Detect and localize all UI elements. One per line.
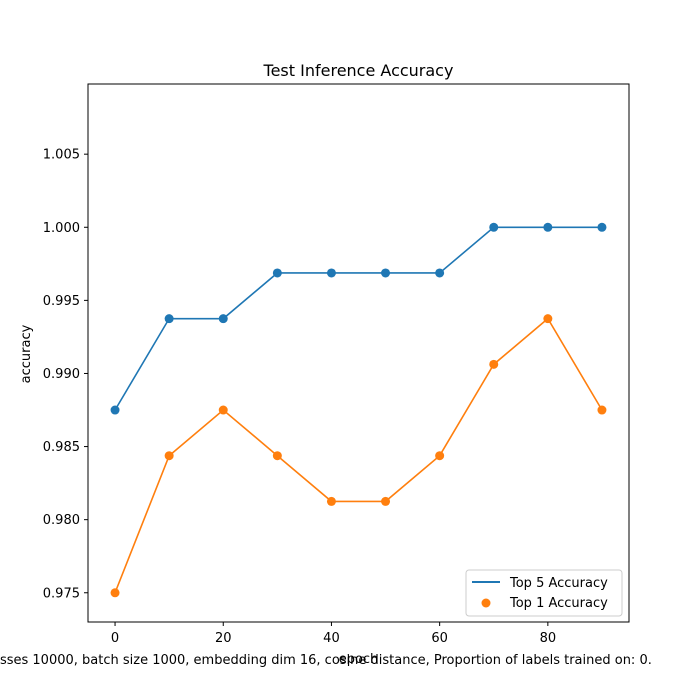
data-point-top1	[164, 451, 174, 461]
legend-frame	[465, 569, 623, 617]
y-tick-label: 0.980	[43, 513, 80, 528]
data-point-top5	[326, 268, 336, 278]
data-point-top5	[435, 268, 445, 278]
data-point-top1	[326, 496, 336, 506]
data-point-top1	[272, 451, 282, 461]
x-tick-label: 20	[215, 631, 232, 646]
data-point-top5	[272, 268, 282, 278]
legend-marker-top1-dot	[481, 598, 491, 608]
y-axis-ticks: 0.975 0.980 0.985 0.990 0.995 1.000 1.005	[43, 148, 88, 601]
legend-label-top1: Top 1 Accuracy	[509, 596, 608, 611]
y-axis-label: accuracy	[19, 324, 34, 383]
plot-frame	[87, 83, 630, 623]
y-tick-label: 1.005	[43, 148, 80, 163]
data-point-top5	[381, 268, 391, 278]
x-tick-label: 80	[540, 631, 557, 646]
data-point-top1	[543, 314, 553, 324]
x-tick-label: 0	[111, 631, 119, 646]
plot-area	[87, 83, 630, 623]
data-point-top1	[381, 496, 391, 506]
series-line-top5	[114, 226, 602, 411]
data-point-top1	[435, 451, 445, 461]
figure-footer-caption: asses 10000, batch size 1000, embedding …	[0, 653, 652, 668]
chart-legend: Top 5 Accuracy Top 1 Accuracy	[465, 569, 623, 617]
series-layer	[110, 222, 607, 598]
data-point-top1	[110, 588, 120, 598]
data-point-top1	[597, 405, 607, 415]
data-point-top5	[543, 222, 553, 232]
y-tick-label: 1.000	[43, 221, 80, 236]
series-line-top1	[114, 317, 603, 594]
x-tick-label: 60	[431, 631, 448, 646]
y-tick-label: 0.995	[43, 294, 80, 309]
y-tick-label: 0.985	[43, 440, 80, 455]
data-point-top5	[164, 314, 174, 324]
y-tick-label: 0.975	[43, 586, 80, 601]
data-point-top1	[489, 359, 499, 369]
y-tick-label: 0.990	[43, 367, 80, 382]
data-point-top5	[489, 222, 499, 232]
chart-title: Test Inference Accuracy	[263, 61, 454, 80]
data-point-top5	[597, 222, 607, 232]
data-point-top5	[110, 405, 120, 415]
x-tick-label: 40	[323, 631, 340, 646]
data-point-top1	[218, 405, 228, 415]
data-point-top5	[218, 314, 228, 324]
legend-label-top5: Top 5 Accuracy	[509, 576, 608, 591]
x-axis-ticks: 0 20 40 60 80	[111, 622, 556, 646]
x-axis-label: epoch	[339, 652, 379, 667]
